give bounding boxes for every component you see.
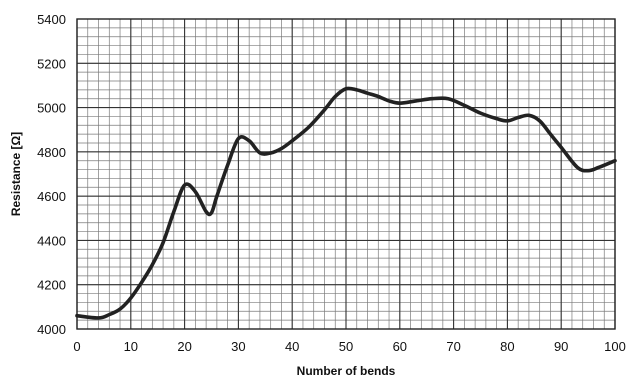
y-tick-label: 4600 bbox=[37, 189, 66, 204]
x-tick-label: 100 bbox=[604, 339, 626, 354]
x-tick-label: 50 bbox=[339, 339, 353, 354]
y-tick-label: 4400 bbox=[37, 233, 66, 248]
x-tick-label: 70 bbox=[446, 339, 460, 354]
y-axis-title: Resistance [Ω] bbox=[9, 132, 23, 216]
series-line bbox=[75, 86, 617, 320]
plot-frame bbox=[76, 18, 616, 330]
y-tick-label: 4000 bbox=[37, 322, 66, 337]
x-axis-title: Number of bends bbox=[297, 364, 396, 378]
x-tick-label: 30 bbox=[231, 339, 245, 354]
x-tick-label: 90 bbox=[554, 339, 568, 354]
x-tick-label: 10 bbox=[124, 339, 138, 354]
grid bbox=[76, 18, 616, 330]
x-tick-label: 60 bbox=[393, 339, 407, 354]
x-tick-label: 40 bbox=[285, 339, 299, 354]
tick-labels: 0 10 20 30 40 50 60 70 80 90 100 4000 4200 4400 4600 48… bbox=[37, 12, 626, 354]
series-layer bbox=[75, 86, 617, 320]
y-tick-label: 4200 bbox=[37, 278, 66, 293]
y-tick-label: 5000 bbox=[37, 101, 66, 116]
x-tick-label: 80 bbox=[500, 339, 514, 354]
y-tick-label: 5400 bbox=[37, 12, 66, 27]
plot-border bbox=[76, 18, 616, 330]
x-tick-label: 0 bbox=[73, 339, 80, 354]
y-tick-label: 5200 bbox=[37, 56, 66, 71]
y-tick-label: 4800 bbox=[37, 145, 66, 160]
x-tick-label: 20 bbox=[177, 339, 191, 354]
